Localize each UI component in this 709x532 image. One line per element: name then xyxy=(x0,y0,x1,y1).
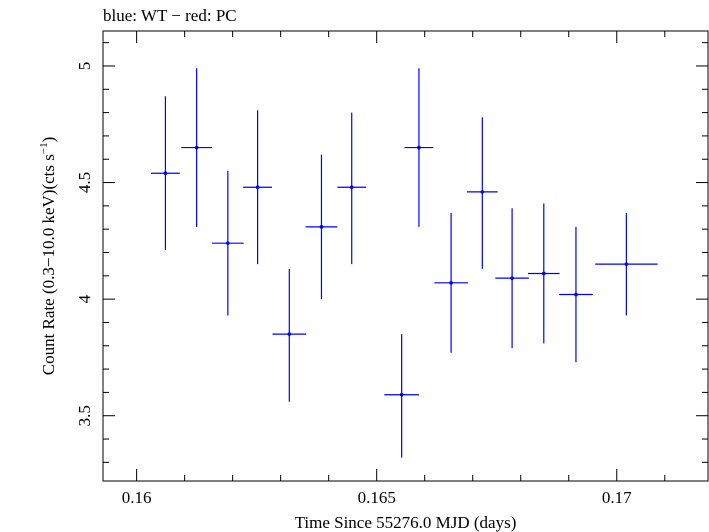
point-marker xyxy=(510,276,514,280)
point-marker xyxy=(449,281,453,285)
x-tick-label: 0.16 xyxy=(122,488,152,507)
point-marker xyxy=(287,332,292,336)
data-point xyxy=(305,154,338,300)
data-point xyxy=(151,96,180,251)
data-point xyxy=(337,112,367,265)
y-axis-label-superscript: −1 xyxy=(38,142,50,154)
y-axis-label-main: Count Rate (0.3−10.0 keV)(cts s xyxy=(39,154,58,375)
axes: 0.16 0.165 0.17 3.5 4 4.5 5 xyxy=(75,31,708,507)
point-marker xyxy=(255,185,260,190)
point-marker xyxy=(319,225,324,229)
y-tick-label: 4.5 xyxy=(75,172,94,193)
point-marker xyxy=(226,241,230,245)
data-point xyxy=(272,268,307,402)
point-marker xyxy=(417,145,421,150)
point-marker xyxy=(194,145,199,150)
y-tick-label: 5 xyxy=(75,62,94,71)
data-point xyxy=(181,68,212,227)
data-point xyxy=(384,334,419,458)
x-axis-label: Time Since 55276.0 MJD (days) xyxy=(295,513,517,532)
data-point xyxy=(595,212,658,316)
data-point xyxy=(559,226,593,363)
data-points xyxy=(151,68,658,458)
x-tick-label: 0.17 xyxy=(602,488,632,507)
data-point xyxy=(466,117,498,269)
plot-frame xyxy=(102,30,709,482)
data-point xyxy=(495,208,529,349)
chart-title: blue: WT − red: PC xyxy=(103,6,237,25)
y-tick-label: 3.5 xyxy=(75,405,94,426)
point-marker xyxy=(541,271,546,276)
data-point xyxy=(243,110,273,265)
y-axis-label: Count Rate (0.3−10.0 keV)(cts s−1) xyxy=(38,137,58,376)
y-axis-label-close: ) xyxy=(39,137,58,143)
point-marker xyxy=(399,392,404,397)
point-marker xyxy=(349,185,354,190)
data-point xyxy=(434,212,468,353)
data-point xyxy=(211,170,244,316)
data-point xyxy=(404,68,434,227)
y-tick-label: 4 xyxy=(75,294,94,303)
point-marker xyxy=(163,171,168,176)
x-tick-label: 0.165 xyxy=(358,488,396,507)
point-marker xyxy=(624,262,629,266)
point-marker xyxy=(574,292,578,297)
data-point xyxy=(527,203,560,344)
point-marker xyxy=(480,190,485,194)
